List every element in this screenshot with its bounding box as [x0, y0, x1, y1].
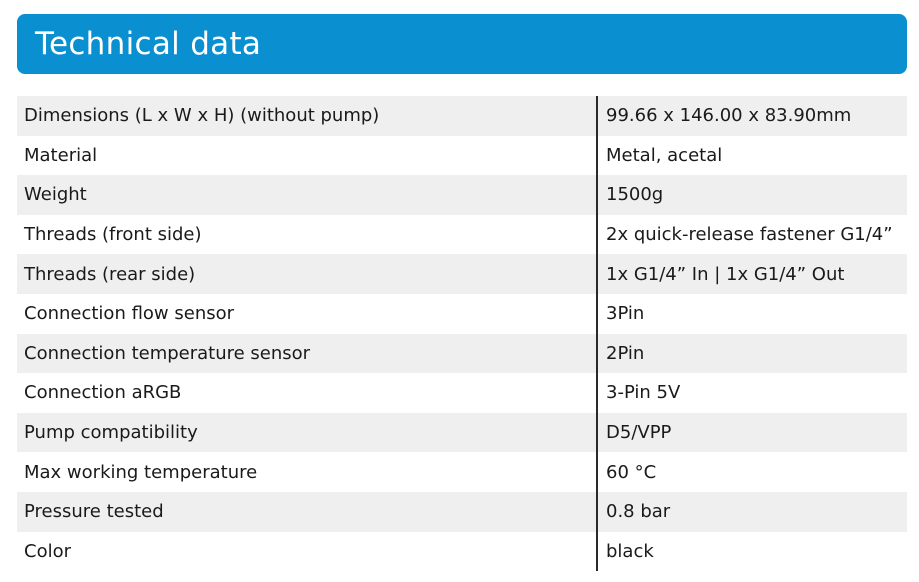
- spec-value: D5/VPP: [596, 412, 907, 453]
- spec-value: 60 °C: [596, 452, 907, 492]
- spec-value: 1500g: [596, 175, 907, 215]
- table-row: Connection aRGB 3-Pin 5V: [17, 373, 907, 413]
- spec-label: Dimensions (L x W x H) (without pump): [24, 105, 380, 127]
- spec-table: Dimensions (L x W x H) (without pump) 99…: [17, 96, 907, 572]
- table-row: Pump compatibility D5/VPP: [17, 412, 907, 453]
- spec-label: Threads (rear side): [24, 263, 196, 285]
- spec-label: Threads (front side): [24, 224, 202, 246]
- spec-value: 3-Pin 5V: [596, 373, 907, 413]
- spec-value: 99.66 x 146.00 x 83.90mm: [596, 96, 907, 136]
- table-row: Max working temperature 60 °C: [17, 452, 907, 492]
- spec-value: 2Pin: [596, 333, 907, 374]
- table-row: Threads (front side) 2x quick-release fa…: [17, 214, 907, 255]
- table-row: Weight 1500g: [17, 175, 907, 215]
- spec-value: Metal, acetal: [596, 135, 907, 176]
- page-title: Technical data: [35, 25, 262, 62]
- spec-label: Connection flow sensor: [24, 303, 235, 325]
- table-row: Dimensions (L x W x H) (without pump) 99…: [17, 96, 907, 136]
- spec-label: Weight: [24, 184, 87, 206]
- spec-label: Color: [24, 540, 71, 562]
- table-row: Color black: [17, 531, 907, 572]
- spec-value: 0.8 bar: [596, 491, 907, 532]
- spec-value: 2x quick-release fastener G1/4”: [596, 214, 907, 255]
- spec-label: Connection aRGB: [24, 382, 182, 404]
- table-row: Threads (rear side) 1x G1/4” In | 1x G1/…: [17, 254, 907, 294]
- spec-label: Connection temperature sensor: [24, 342, 311, 364]
- spec-label: Max working temperature: [24, 461, 258, 483]
- section-header: Technical data: [17, 14, 907, 74]
- table-row: Connection temperature sensor 2Pin: [17, 333, 907, 374]
- spec-label: Material: [24, 144, 98, 166]
- table-row: Connection flow sensor 3Pin: [17, 293, 907, 334]
- spec-value: black: [596, 531, 907, 572]
- spec-label: Pressure tested: [24, 501, 164, 523]
- table-row: Pressure tested 0.8 bar: [17, 491, 907, 532]
- table-row: Material Metal, acetal: [17, 135, 907, 176]
- spec-value: 3Pin: [596, 293, 907, 334]
- spec-label: Pump compatibility: [24, 422, 198, 444]
- spec-value: 1x G1/4” In | 1x G1/4” Out: [596, 254, 907, 294]
